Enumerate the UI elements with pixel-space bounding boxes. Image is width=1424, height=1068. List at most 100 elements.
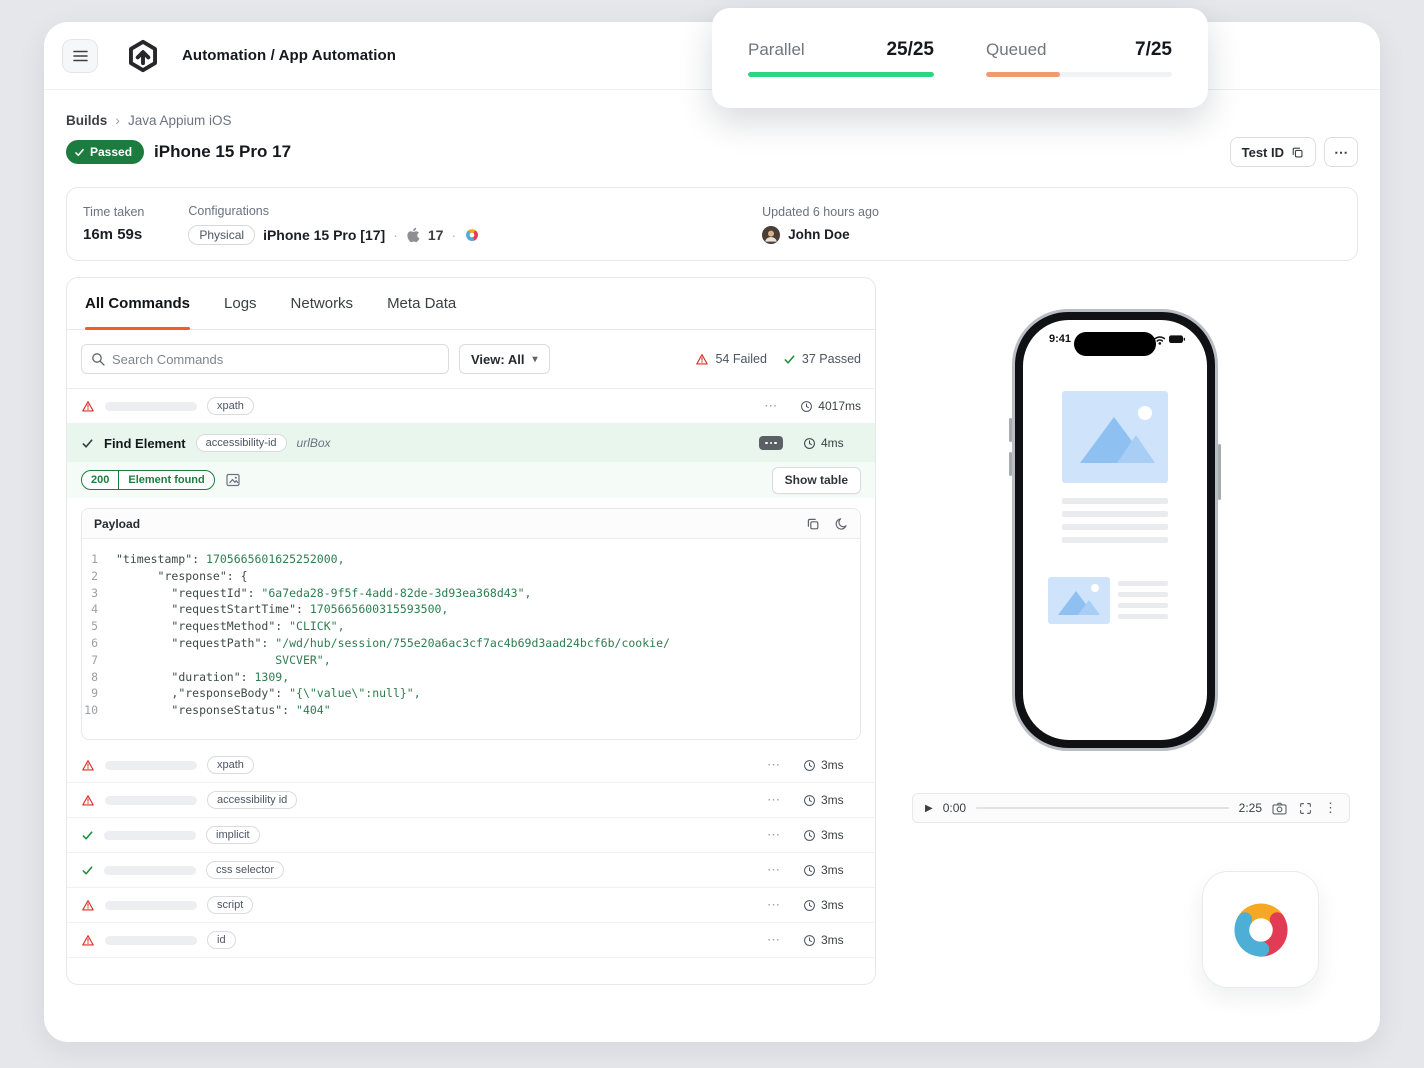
clock-icon <box>804 864 815 876</box>
user-name: John Doe <box>788 227 850 242</box>
phone-status-bar: 9:41 <box>1023 320 1207 345</box>
command-row[interactable]: xpath ⋯ 4017ms <box>67 389 875 424</box>
row-more-button[interactable]: ⋯ <box>767 792 781 807</box>
row-more-button[interactable]: ⋯ <box>767 757 781 772</box>
avatar <box>762 225 781 244</box>
brand-logo-icon[interactable] <box>126 39 160 73</box>
copy-icon[interactable] <box>806 517 820 531</box>
screen-thumb-text-skeleton <box>1118 577 1168 619</box>
command-duration: 4017ms <box>818 399 861 413</box>
parallel-progress-fill <box>748 72 934 77</box>
locator-type-badge: script <box>207 896 254 914</box>
app-swirl-icon <box>466 228 478 241</box>
tab-meta-data[interactable]: Meta Data <box>387 295 457 312</box>
phone-power-button <box>1218 444 1221 500</box>
locator-type-badge: id <box>207 931 236 949</box>
test-info-bar: Time taken 16m 59s Configurations Physic… <box>66 187 1358 261</box>
command-row[interactable]: accessibility id ⋯ 3ms <box>67 783 875 818</box>
hamburger-menu-button[interactable] <box>62 38 98 73</box>
line-number: 6 <box>91 635 98 650</box>
current-time: 0:00 <box>942 801 967 815</box>
device-name: iPhone 15 Pro [17] <box>263 226 386 243</box>
phone-clock: 9:41 <box>1049 333 1072 345</box>
status-badge: Passed <box>66 140 145 164</box>
view-filter-dropdown[interactable]: View: All ▾ <box>459 344 550 374</box>
video-progress-track[interactable] <box>976 807 1229 809</box>
command-duration: 4ms <box>821 436 844 450</box>
tab-logs[interactable]: Logs <box>224 295 257 312</box>
locator-type-badge: xpath <box>207 756 254 774</box>
code-line: 6 "requestPath": "/wd/hub/session/755e20… <box>82 635 860 652</box>
tab-bar: All Commands Logs Networks Meta Data <box>67 278 875 330</box>
row-more-button[interactable]: ⋯ <box>764 398 779 413</box>
locator-type-badge: css selector <box>206 861 285 879</box>
line-number: 9 <box>91 686 98 701</box>
parallel-label: Parallel <box>748 40 805 59</box>
dynamic-island <box>1074 332 1156 356</box>
player-more-button[interactable]: ⋮ <box>1324 800 1337 815</box>
command-row[interactable]: xpath ⋯ 3ms <box>67 748 875 783</box>
payload-panel: Payload 1 "timestamp": 170566560162525200… <box>81 508 861 740</box>
device-type-badge: Physical <box>188 224 256 245</box>
command-row[interactable]: css selector ⋯ 3ms <box>67 853 875 888</box>
commands-panel: All Commands Logs Networks Meta Data <box>66 277 876 985</box>
tab-networks[interactable]: Networks <box>290 295 354 312</box>
time-taken-value: 16m 59s <box>83 226 143 243</box>
code-line: 3 "requestId": "6a7eda28-9f5f-4add-82de-… <box>82 585 860 602</box>
video-player-bar: ▶ 0:00 2:25 ⋮ <box>912 793 1350 823</box>
breadcrumb-builds-link[interactable]: Builds <box>66 112 108 128</box>
screen-text-skeleton <box>1062 498 1168 543</box>
command-name-skeleton <box>105 401 197 411</box>
row-more-button[interactable]: ⋯ <box>767 932 781 947</box>
dark-mode-moon-icon[interactable] <box>834 517 848 531</box>
failed-icon <box>82 899 94 911</box>
selected-command-row[interactable]: Find Element accessibility-id urlBox 4ms <box>67 424 875 462</box>
play-button[interactable]: ▶ <box>925 802 933 814</box>
command-row[interactable]: script ⋯ 3ms <box>67 888 875 923</box>
video-duration: 2:25 <box>1238 801 1262 815</box>
fullscreen-icon[interactable] <box>1299 802 1312 815</box>
command-row[interactable]: implicit ⋯ 3ms <box>67 818 875 853</box>
command-target: urlBox <box>296 436 331 450</box>
row-more-button[interactable] <box>759 436 783 450</box>
command-name-skeleton <box>105 935 197 945</box>
row-more-button[interactable]: ⋯ <box>767 827 781 842</box>
screenshot-image-icon[interactable] <box>225 472 241 488</box>
tab-all-commands[interactable]: All Commands <box>85 278 191 330</box>
phone-volume-up-button <box>1009 418 1012 442</box>
clock-icon <box>804 794 815 806</box>
passed-icon <box>82 865 93 875</box>
command-name-skeleton <box>105 900 197 910</box>
device-mockup: 9:41 <box>1009 309 1221 751</box>
payload-code[interactable]: 1 "timestamp": 1705665601625252000, 2 "res… <box>82 539 860 739</box>
clock-icon <box>804 829 815 841</box>
more-actions-button[interactable]: ⋯ <box>1324 137 1358 167</box>
view-filter-label: View: All <box>471 351 525 367</box>
queued-progress-fill <box>986 72 1061 77</box>
dot-separator: · <box>451 226 457 243</box>
clock-icon <box>804 899 815 911</box>
line-number: 10 <box>84 703 98 718</box>
failed-icon <box>82 794 94 806</box>
os-version: 17 <box>427 226 444 243</box>
clock-icon <box>804 934 815 946</box>
row-more-button[interactable]: ⋯ <box>767 862 781 877</box>
failed-warning-icon <box>696 353 709 365</box>
passed-count: 37 Passed <box>801 352 861 366</box>
device-screen[interactable]: 9:41 <box>1023 320 1207 740</box>
line-number: 4 <box>91 602 98 617</box>
test-id-button[interactable]: Test ID <box>1229 137 1316 167</box>
row-more-button[interactable]: ⋯ <box>767 897 781 912</box>
clock-icon <box>804 437 815 449</box>
code-line: 8 "duration": 1309, <box>82 669 860 686</box>
command-row[interactable]: id ⋯ 3ms <box>67 923 875 958</box>
check-icon <box>75 148 84 156</box>
command-duration: 3ms <box>821 828 844 842</box>
show-table-button[interactable]: Show table <box>771 466 861 494</box>
search-icon <box>92 353 105 366</box>
status-badge-label: Passed <box>90 145 133 159</box>
passed-check-icon <box>82 438 93 448</box>
time-taken-label: Time taken <box>83 205 145 219</box>
camera-icon[interactable] <box>1272 802 1287 815</box>
search-commands-input[interactable] <box>112 351 439 367</box>
